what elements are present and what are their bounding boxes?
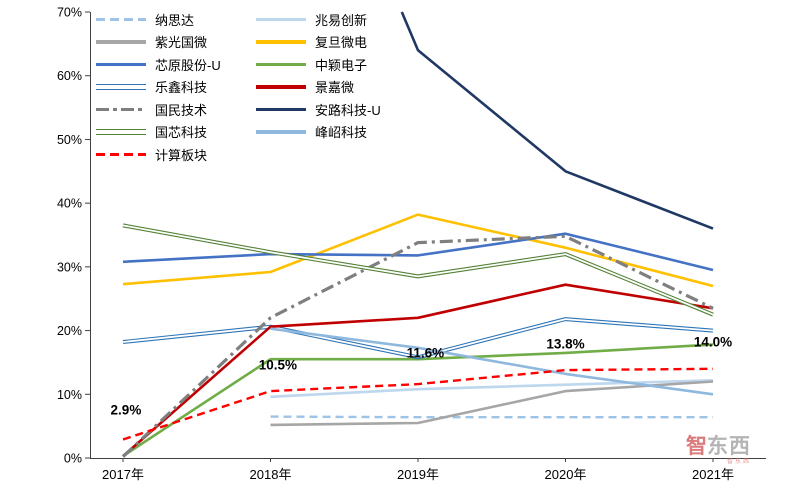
- series-line: [122, 283, 714, 458]
- legend-label: 紫光国微: [155, 35, 208, 51]
- y-axis-label: 70%: [57, 6, 82, 20]
- legend-item: 国芯科技: [96, 121, 248, 144]
- y-axis-label: 10%: [57, 388, 82, 402]
- legend-line-sample-icon: [96, 62, 146, 66]
- legend-item: 芯原股份-U: [96, 53, 248, 76]
- series-line-inner: [122, 318, 714, 359]
- legend-line-sample-icon: [256, 130, 306, 134]
- series-line: [122, 223, 714, 317]
- legend-line-sample-icon: [256, 85, 306, 89]
- legend-label: 国芯科技: [155, 125, 208, 141]
- legend-item: 计算板块: [96, 143, 248, 166]
- legend-item: 景嘉微: [256, 76, 408, 99]
- x-axis-label: 2019年: [397, 467, 439, 482]
- series-line: [122, 213, 714, 288]
- series-line: [400, 11, 714, 230]
- legend-label: 安路科技-U: [315, 102, 381, 118]
- legend-label: 纳思达: [155, 12, 195, 28]
- watermark-subtext: 智东西: [726, 459, 751, 465]
- legend-label: 芯原股份-U: [155, 57, 221, 73]
- legend-item: 纳思达: [96, 8, 248, 31]
- watermark-brand-first-char: 智: [686, 435, 707, 458]
- legend-label: 乐鑫科技: [155, 80, 208, 96]
- y-axis-label: 0%: [64, 452, 82, 466]
- data-label: 13.8%: [546, 336, 584, 351]
- legend-item: 乐鑫科技: [96, 76, 248, 99]
- data-label: 10.5%: [259, 357, 297, 372]
- legend-line-sample-icon: [96, 40, 146, 44]
- legend-line-sample-icon: [96, 83, 146, 90]
- legend-line-sample-icon: [256, 17, 306, 21]
- legend-column-2: 兆易创新复旦微电中颖电子景嘉微安路科技-U 峰岹科技: [256, 8, 408, 166]
- series-line: [122, 343, 714, 458]
- legend-line-sample-icon: [96, 152, 146, 156]
- legend-line-sample-icon: [256, 62, 306, 66]
- legend-item: 国民技术: [96, 98, 248, 121]
- y-axis-label: 20%: [57, 324, 82, 338]
- watermark-brand-rest: 东西: [707, 435, 751, 458]
- legend-item: 安路科技-U: [256, 98, 408, 121]
- legend-line-sample-icon: [256, 40, 306, 44]
- x-axis-label: 2018年: [250, 467, 292, 482]
- legend-label: 计算板块: [155, 147, 208, 163]
- x-axis-label: 2017年: [102, 467, 144, 482]
- y-axis-label: 40%: [57, 197, 82, 211]
- y-axis-label: 60%: [57, 69, 82, 83]
- x-axis-label: 2021年: [692, 467, 734, 482]
- legend-item: 紫光国微: [96, 31, 248, 54]
- series-line: [122, 232, 714, 272]
- legend-item: 兆易创新: [256, 8, 408, 31]
- legend-label: 景嘉微: [315, 80, 355, 96]
- series-line: [270, 415, 713, 419]
- data-label: 11.6%: [407, 345, 445, 360]
- chart-legend: 纳思达紫光国微芯原股份-U 乐鑫科技国民技术国芯科技计算板块 兆易创新复旦微电中颖电…: [96, 8, 408, 166]
- legend-column-1: 纳思达紫光国微芯原股份-U 乐鑫科技国民技术国芯科技计算板块: [96, 8, 248, 166]
- legend-label: 峰岹科技: [315, 125, 368, 141]
- legend-item: 峰岹科技: [256, 121, 408, 144]
- x-axis-label: 2020年: [545, 467, 587, 482]
- watermark-brand: 智东西: [686, 436, 751, 457]
- legend-line-sample-icon: [96, 128, 146, 135]
- legend-label: 国民技术: [155, 102, 208, 118]
- data-label: 2.9%: [111, 403, 142, 418]
- series-line: [270, 379, 714, 399]
- series-line: [270, 380, 714, 427]
- series-line: [121, 234, 714, 458]
- legend-item: 复旦微电: [256, 31, 408, 54]
- series-line: [270, 327, 714, 396]
- legend-label: 复旦微电: [315, 35, 368, 51]
- y-axis-label: 30%: [57, 260, 82, 274]
- data-label: 14.0%: [694, 335, 732, 350]
- legend-label: 兆易创新: [315, 12, 368, 28]
- watermark: 智东西 智东西: [686, 436, 751, 465]
- y-axis-label: 50%: [57, 133, 82, 147]
- legend-line-sample-icon: [96, 107, 146, 111]
- legend-line-sample-icon: [96, 17, 146, 21]
- legend-item: 中颖电子: [256, 53, 408, 76]
- legend-line-sample-icon: [256, 107, 306, 111]
- series-line: [122, 367, 714, 441]
- legend-label: 中颖电子: [315, 57, 368, 73]
- series-line-inner: [122, 224, 714, 316]
